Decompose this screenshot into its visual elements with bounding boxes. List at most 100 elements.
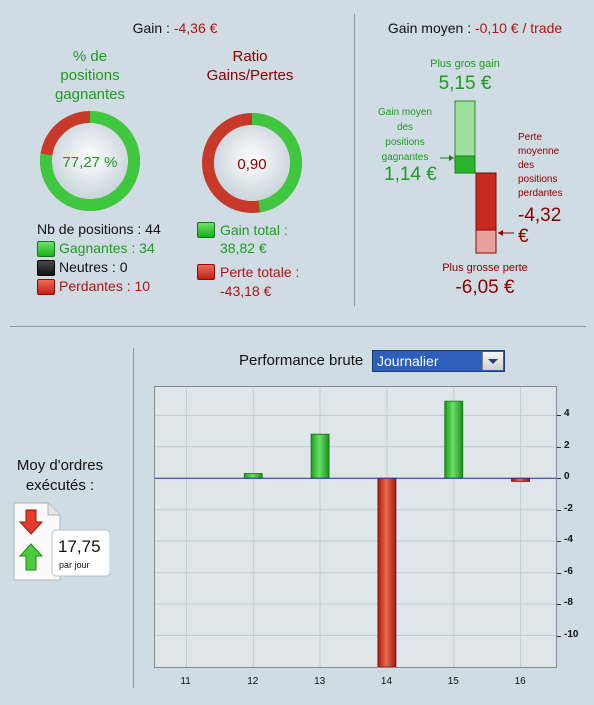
gain-label: Gain :: [132, 20, 174, 36]
x-tick-label: 12: [247, 676, 259, 687]
gain-value: -4,36 €: [173, 20, 218, 36]
neutres-label: Neutres : 0: [59, 259, 128, 275]
label-line: positions: [518, 174, 558, 185]
gain-header: Gain : -4,36 €: [0, 20, 350, 36]
period-select-value: Journalier: [377, 353, 439, 369]
label-line: gagnantes: [381, 152, 429, 163]
gain-moyen-gagnantes-label: Gain moyen des positions gagnantes: [370, 105, 440, 165]
ratio-title: Ratio Gains/Pertes: [195, 47, 305, 85]
donut-center: [52, 123, 128, 199]
value-line: €: [518, 226, 529, 247]
y-tick-label: 0: [564, 471, 570, 483]
performance-label: Performance brute: [239, 352, 364, 369]
label-line: Gain moyen: [378, 107, 432, 118]
label-line: moyenne: [518, 146, 560, 157]
nb-positions: Nb de positions : 44: [37, 221, 161, 237]
gagnantes-swatch: [37, 241, 55, 257]
gain-total-swatch: [197, 222, 215, 238]
orders-title: Moy d'ordres exécutés :: [0, 456, 120, 496]
y-tick-label: 4: [564, 408, 570, 420]
plus-grosse-perte-label: Plus grosse perte: [442, 262, 528, 274]
perte-totale-swatch: [197, 264, 215, 280]
gain-total: Gain total : 38,82 €: [220, 221, 288, 257]
document-fold: [47, 503, 60, 516]
y-tick-label: -4: [564, 534, 573, 546]
gain-moyen-header: Gain moyen : -0,10 € / trade: [356, 20, 594, 36]
loss-range-bar: [475, 229, 497, 254]
pct-value: 77,27 %: [62, 154, 117, 171]
gain-total-label: Gain total :: [220, 222, 288, 238]
y-tick-mark: [557, 572, 561, 574]
x-tick-label: 11: [180, 676, 191, 687]
y-tick-label: 2: [564, 439, 570, 451]
bar-14: [377, 477, 397, 667]
y-tick-label: -10: [564, 628, 579, 640]
performance-chart: [155, 387, 556, 667]
pct-title-line: % de: [72, 48, 108, 65]
y-tick-label: -8: [564, 597, 573, 609]
pct-title-line: gagnantes: [54, 86, 126, 103]
neutres-swatch: [37, 260, 55, 276]
orders-card: 17,75 par jour: [12, 500, 110, 582]
plus-gros-gain-label: Plus gros gain: [430, 58, 500, 70]
y-tick-mark: [557, 478, 561, 480]
gain-loss-range-chart: [440, 100, 514, 254]
perdantes-swatch: [37, 279, 55, 295]
x-tick-label: 15: [447, 676, 459, 687]
arrow-up-icon: [18, 543, 44, 571]
document-icon: [13, 502, 110, 581]
vertical-divider: [354, 14, 355, 306]
y-tick-mark: [557, 604, 561, 606]
vertical-divider-bottom: [133, 348, 134, 688]
y-tick-mark: [557, 415, 561, 417]
gain-moyen-gagnantes-value: 1,14 €: [384, 164, 437, 185]
chevron-down-icon: [488, 359, 498, 364]
gain-pointer-arrow: [449, 155, 454, 161]
perdantes-label: Perdantes : 10: [59, 278, 151, 294]
orders-title-line: Moy d'ordres: [16, 457, 104, 474]
perte-totale-value: -43,18 €: [220, 283, 272, 299]
performance-plot-area: [154, 386, 557, 668]
bar-13: [310, 433, 330, 479]
donut-win-arc: [40, 111, 140, 211]
bar-12: [243, 473, 263, 479]
pct-gagnantes-donut: 77,27 %: [40, 111, 140, 211]
y-tick-mark: [557, 541, 561, 543]
bar-15: [444, 400, 464, 479]
loss-pointer-arrow: [498, 230, 503, 236]
y-tick-mark: [557, 509, 561, 511]
y-tick-mark: [557, 635, 561, 637]
donut-center: [214, 125, 290, 201]
plus-gros-gain-value: 5,15 €: [438, 73, 492, 94]
orders-unit: par jour: [59, 560, 90, 570]
label-line: des: [518, 160, 535, 171]
perte-moyenne-value: -4,32 €: [518, 205, 561, 247]
y-tick-mark: [557, 446, 561, 448]
value-line: -4,32: [518, 205, 562, 226]
x-tick-label: 14: [380, 676, 393, 687]
gain-average-bar: [454, 155, 476, 174]
gain-range-bar: [454, 100, 476, 157]
donut-win-arc: [202, 113, 302, 213]
orders-value: 17,75: [58, 537, 101, 556]
perte-totale: Perte totale : -43,18 €: [220, 263, 299, 301]
x-tick-label: 16: [514, 676, 526, 687]
gain-total-value: 38,82 €: [220, 240, 267, 256]
label-line: des: [396, 122, 414, 133]
gain-moyen-value: -0,10 € / trade: [474, 20, 563, 36]
period-select[interactable]: Journalier: [372, 350, 505, 372]
horizontal-divider: [10, 326, 586, 327]
gain-moyen-label: Gain moyen :: [387, 20, 475, 36]
loss-average-bar: [475, 172, 497, 231]
label-line: Perte: [518, 132, 542, 143]
orders-title-line: exécutés :: [25, 477, 95, 494]
plus-grosse-perte-value: -6,05 €: [455, 277, 515, 298]
ratio-donut: 0,90: [202, 113, 302, 213]
y-tick-label: -6: [564, 565, 573, 577]
label-line: perdantes: [518, 188, 563, 199]
x-tick-label: 13: [314, 676, 326, 687]
pct-title-line: positions: [60, 67, 120, 84]
period-select-button[interactable]: [482, 352, 503, 370]
ratio-title-line: Gains/Pertes: [206, 67, 294, 84]
pct-gagnantes-title: % de positions gagnantes: [40, 47, 140, 104]
